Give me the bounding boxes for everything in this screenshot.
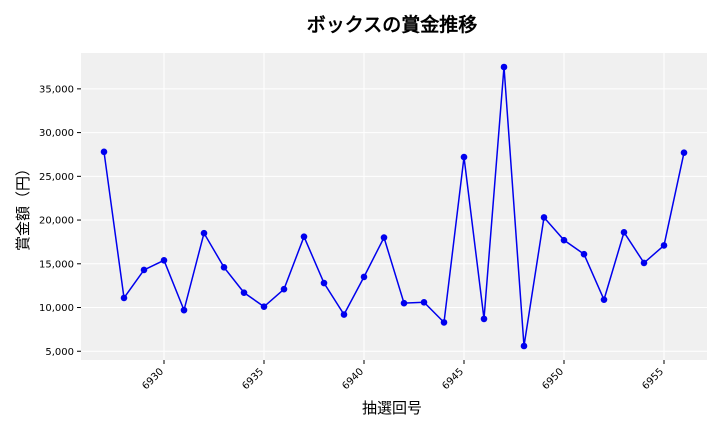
y-tick-label: 35,000 xyxy=(39,84,74,95)
data-point xyxy=(680,149,688,157)
y-tick-label: 20,000 xyxy=(39,216,74,227)
data-point xyxy=(300,233,308,240)
data-point xyxy=(640,259,648,267)
y-axis-ticks: 5,000 10,000 15,000 20,000 25,000 30,000 35,00… xyxy=(39,84,81,358)
data-point xyxy=(620,229,628,236)
data-point xyxy=(280,285,288,293)
data-point xyxy=(560,236,568,244)
x-axis-label: 抽選回号 xyxy=(362,399,422,417)
y-tick-label: 25,000 xyxy=(39,172,74,183)
x-tick-label: 6930 xyxy=(140,366,166,392)
data-point xyxy=(160,256,168,264)
chart-title: ボックスの賞金推移 xyxy=(307,13,477,36)
data-point xyxy=(400,299,408,307)
data-point xyxy=(320,279,328,287)
x-tick-label: 6940 xyxy=(340,366,366,392)
data-point xyxy=(240,289,248,296)
x-tick-label: 6950 xyxy=(540,366,566,392)
data-point xyxy=(660,242,668,249)
data-point xyxy=(140,266,148,274)
y-tick-label: 5,000 xyxy=(45,347,74,358)
data-point xyxy=(600,296,608,303)
data-point xyxy=(380,234,388,241)
y-tick-label: 10,000 xyxy=(39,303,74,314)
data-point xyxy=(120,294,128,302)
series-line xyxy=(103,66,685,347)
data-point xyxy=(460,153,468,161)
data-point xyxy=(220,263,228,271)
x-tick-label: 6935 xyxy=(240,366,266,392)
data-point xyxy=(440,319,448,326)
data-point xyxy=(340,311,348,318)
plot-area xyxy=(81,53,707,360)
data-point xyxy=(100,148,108,156)
data-point xyxy=(480,315,488,323)
data-point xyxy=(520,342,528,350)
data-point xyxy=(540,214,548,221)
data-point xyxy=(200,229,208,237)
x-tick-label: 6945 xyxy=(440,366,466,392)
data-point xyxy=(180,306,188,314)
y-axis-label: 賞金額（円） xyxy=(14,161,32,251)
data-point xyxy=(580,250,588,258)
data-point xyxy=(260,303,268,310)
data-point xyxy=(420,298,428,306)
data-point xyxy=(500,63,508,71)
x-tick-label: 6955 xyxy=(640,366,666,392)
y-tick-label: 30,000 xyxy=(39,128,74,139)
data-point xyxy=(360,273,368,281)
x-axis-ticks: 6930 6935 6940 6945 6950 6955 xyxy=(140,360,666,392)
y-tick-label: 15,000 xyxy=(39,259,74,270)
data-series xyxy=(100,63,688,350)
